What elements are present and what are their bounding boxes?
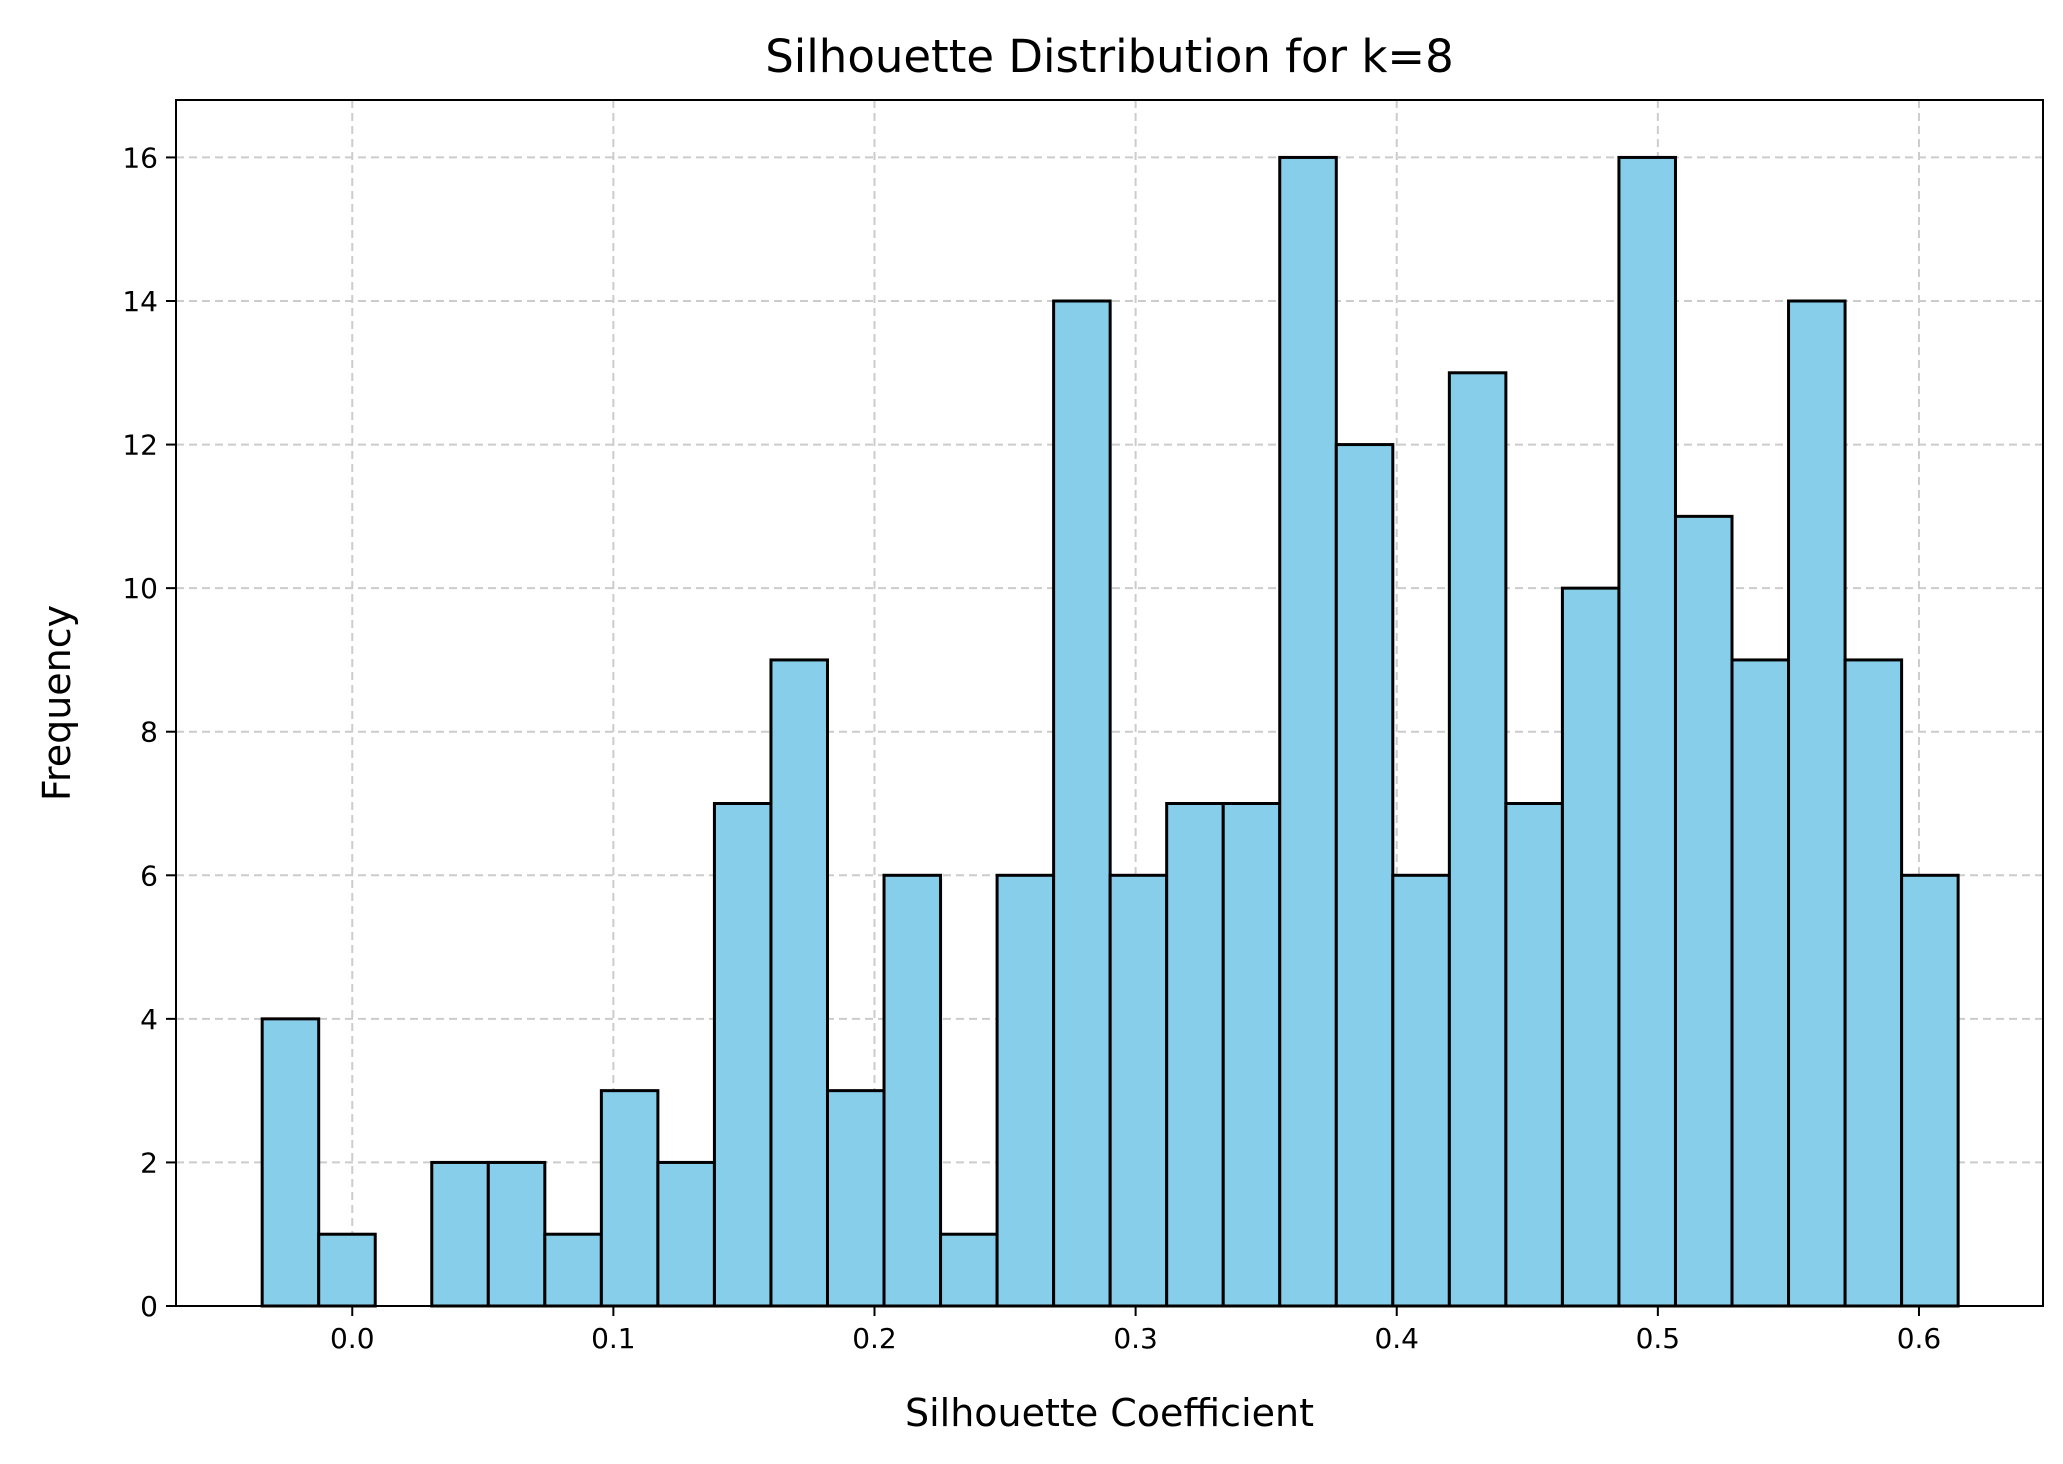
histogram-bar [1278, 155, 1338, 1308]
x-tick-label: 0.6 [1897, 1322, 1942, 1355]
histogram-bar [430, 1160, 490, 1308]
histogram-bar [1730, 658, 1791, 1308]
histogram-bar [656, 1160, 716, 1308]
y-tick-label: 4 [140, 1003, 158, 1036]
y-tick-label: 8 [140, 716, 158, 749]
histogram-bar [1221, 802, 1282, 1308]
x-tick-label: 0.2 [852, 1322, 897, 1355]
y-tick-label: 14 [122, 285, 158, 318]
y-axis-title: Frequency [35, 605, 79, 801]
histogram-bar [939, 1232, 999, 1308]
y-tick-label: 12 [122, 429, 158, 462]
plot-frame [175, 99, 2044, 1307]
x-axis-title: Silhouette Coefficient [905, 1391, 1314, 1435]
x-tick-label: 0.4 [1374, 1322, 1419, 1355]
histogram-bar [712, 802, 773, 1308]
y-tick-label: 16 [122, 141, 158, 174]
x-tick-label: 0.0 [330, 1322, 375, 1355]
y-tick-label: 6 [140, 859, 158, 892]
histogram-bar [1391, 873, 1451, 1308]
x-axis-ticks: 0.0 0.1 0.2 0.3 0.4 0.5 0.6 [330, 1306, 1941, 1355]
histogram-bar [1560, 586, 1621, 1308]
histogram-bar [1617, 155, 1677, 1308]
histogram-bar [995, 873, 1056, 1308]
x-tick-label: 0.1 [591, 1322, 636, 1355]
histogram-bar [769, 658, 829, 1308]
histogram-bar [1447, 371, 1508, 1308]
y-tick-label: 0 [140, 1290, 158, 1323]
histogram-bar [825, 1089, 886, 1308]
histogram-bars [260, 155, 1960, 1308]
histogram-bar [1108, 873, 1169, 1308]
histogram-bar [1843, 658, 1904, 1308]
histogram-bar [1673, 514, 1734, 1308]
histogram-bar [317, 1232, 377, 1308]
histogram-bar [486, 1160, 547, 1308]
histogram-bar [1334, 443, 1395, 1308]
histogram-bar [260, 1017, 321, 1308]
histogram-bar [543, 1232, 603, 1308]
histogram-bar [1900, 873, 1960, 1308]
histogram-bar [599, 1089, 660, 1308]
x-tick-label: 0.3 [1113, 1322, 1158, 1355]
histogram-bar [1165, 802, 1225, 1308]
y-tick-label: 2 [140, 1146, 158, 1179]
y-tick-label: 10 [122, 572, 158, 605]
histogram-bar [1052, 299, 1112, 1308]
x-tick-label: 0.5 [1636, 1322, 1681, 1355]
y-axis-ticks: 0 2 4 6 8 10 12 14 16 [122, 141, 176, 1323]
histogram-bar [882, 873, 943, 1308]
histogram-bar [1787, 299, 1847, 1308]
chart-title: Silhouette Distribution for k=8 [765, 30, 1454, 83]
histogram-bar [1504, 802, 1564, 1308]
